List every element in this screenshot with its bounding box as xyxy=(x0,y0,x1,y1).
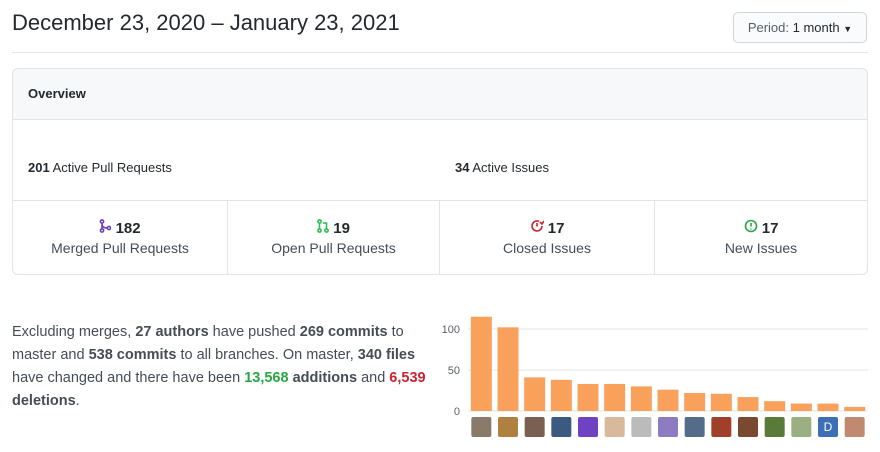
issue-count: 34 xyxy=(455,160,470,175)
overview-title: Overview xyxy=(28,86,86,101)
commit-chart: 0 50 100 D xyxy=(442,316,868,437)
summary-part: 340 files xyxy=(357,347,416,363)
summary-part: to master and xyxy=(12,324,404,363)
stat-number: 19 xyxy=(228,219,439,237)
issue-label: Active Issues xyxy=(472,160,549,175)
stat-number: 182 xyxy=(13,219,227,237)
stat-number: 17 xyxy=(440,219,654,237)
stat[interactable]: 182 Merged Pull Requests xyxy=(13,201,228,274)
avatar-letter: D xyxy=(824,420,833,434)
issue-summary: 34 Active Issues xyxy=(455,160,549,175)
y-tick-label: 100 xyxy=(442,324,460,336)
pr-count: 201 xyxy=(28,160,50,175)
bar xyxy=(737,397,759,411)
avatar xyxy=(658,417,678,437)
period-label: Period: xyxy=(747,20,790,35)
new-count: 17 xyxy=(761,220,779,237)
avatar xyxy=(551,417,572,437)
bar xyxy=(604,383,626,411)
bar xyxy=(657,389,679,411)
summary-part: have changed and there have been xyxy=(12,370,245,386)
avatar xyxy=(738,417,758,437)
avatar xyxy=(764,417,785,437)
page-title: December 23, 2020 – January 23, 2021 xyxy=(12,10,400,35)
avatar xyxy=(711,417,732,437)
issue-bar xyxy=(455,144,853,150)
y-tick-label: 50 xyxy=(448,365,460,377)
pr-icon xyxy=(317,219,329,233)
period-button[interactable]: Period: 1 month ▼ xyxy=(733,12,867,43)
stat[interactable]: 17 New Issues xyxy=(655,201,867,274)
period-value: 1 month xyxy=(792,20,840,35)
avatar xyxy=(844,417,865,437)
pr-bar xyxy=(28,144,425,150)
open-count: 19 xyxy=(333,220,350,237)
summary-part: 27 authors xyxy=(135,324,209,340)
bar xyxy=(497,327,519,411)
stat-number: 17 xyxy=(655,219,867,237)
bar xyxy=(630,386,652,411)
stat[interactable]: 19 Open Pull Requests xyxy=(228,201,440,274)
avatar xyxy=(818,417,838,437)
pr-summary: 201 Active Pull Requests xyxy=(28,160,172,175)
bar xyxy=(577,383,599,411)
stat[interactable]: 17 Closed Issues xyxy=(440,201,655,274)
avatar xyxy=(631,417,652,437)
new-icon xyxy=(744,219,757,233)
stat-label: Merged Pull Requests xyxy=(51,240,189,256)
divider xyxy=(13,200,867,201)
summary-part: and xyxy=(357,370,390,386)
avatar xyxy=(498,417,518,437)
bar xyxy=(817,403,839,411)
divider xyxy=(12,52,868,53)
avatar xyxy=(471,417,492,437)
avatar xyxy=(604,417,625,437)
bar xyxy=(524,377,546,411)
summary-part: 13,568 xyxy=(244,370,289,386)
summary-part: 6,539 xyxy=(389,370,426,386)
summary-part: 269 commits xyxy=(299,324,388,340)
avatar xyxy=(524,417,545,437)
bar xyxy=(764,401,786,411)
bar xyxy=(790,403,812,411)
overview-header xyxy=(13,69,867,120)
avatar xyxy=(684,417,705,437)
merged-count: 182 xyxy=(115,220,141,237)
summary-part: deletions xyxy=(12,393,76,409)
stat-label: Closed Issues xyxy=(503,240,591,256)
summary-part: . xyxy=(75,393,80,409)
summary-part: have pushed xyxy=(208,324,300,340)
summary: Excluding merges, 27 authors have pushed… xyxy=(12,321,437,413)
summary-part: Excluding merges, xyxy=(12,324,136,340)
stat-label: Open Pull Requests xyxy=(271,240,396,256)
closed-count: 17 xyxy=(547,220,565,237)
bar xyxy=(684,392,706,411)
pr-label: Active Pull Requests xyxy=(52,160,172,175)
summary-part: 538 commits xyxy=(88,347,177,363)
y-tick-label: 0 xyxy=(454,406,460,418)
avatar xyxy=(578,417,598,437)
summary-part: to all branches. On master, xyxy=(176,347,358,363)
merge-icon xyxy=(99,219,112,233)
summary-part: additions xyxy=(288,370,358,386)
bar xyxy=(844,406,866,411)
bar xyxy=(550,379,572,411)
bar xyxy=(470,316,492,411)
closed-icon xyxy=(530,220,545,232)
stat-label: New Issues xyxy=(724,240,798,256)
bar xyxy=(710,393,732,411)
overview-box: Overview 201 Active Pull Requests 34 Act… xyxy=(12,68,868,275)
avatar xyxy=(791,417,812,437)
